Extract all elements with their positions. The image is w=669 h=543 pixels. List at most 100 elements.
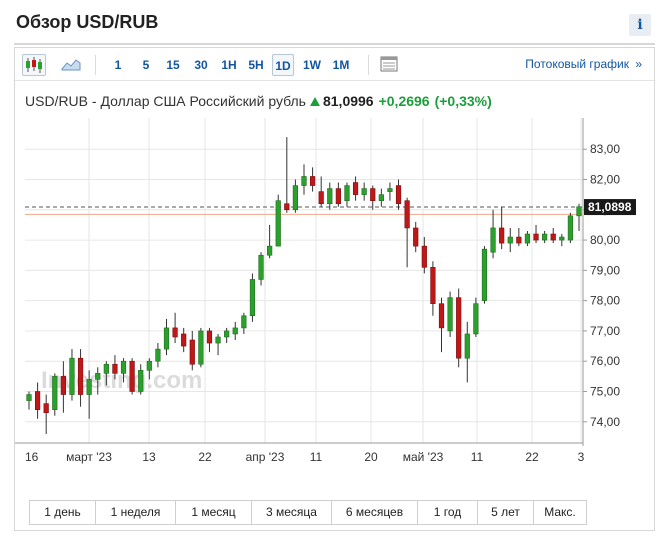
timeframe-30[interactable]: 30 [194,58,208,72]
page-title: Обзор USD/RUB [16,12,159,32]
info-button[interactable]: i [629,14,651,36]
candle [567,215,574,241]
candle [481,248,488,301]
timeframe-15[interactable]: 15 [166,58,180,72]
y-tick-label: 80,00 [590,233,620,247]
candle [464,333,470,359]
range-button[interactable]: 1 неделя [96,501,176,524]
candle [241,315,247,329]
candle [258,254,264,280]
y-tick-label: 79,00 [590,263,620,277]
candlestick-chart[interactable]: Investing.com83,0082,0081,0080,0079,0078… [15,48,654,498]
candle [395,185,402,205]
candle [533,233,539,241]
candle [301,176,307,186]
x-tick-label: 22 [525,450,539,464]
candle [542,233,548,241]
candle [52,376,58,410]
timeframe-1m[interactable]: 1M [332,58,350,72]
y-tick-label: 75,00 [590,385,620,399]
candle [172,327,178,338]
candle [516,236,522,244]
candle [361,188,367,195]
double-chevron-right-icon: » [635,57,642,71]
table-view-icon[interactable] [378,54,402,76]
x-tick-label: 11 [471,450,484,464]
range-button[interactable]: 3 месяца [252,501,332,524]
x-tick-label: май '23 [403,450,444,464]
instrument-name: USD/RUB - Доллар США Российский рубль [25,93,306,109]
candle [499,227,505,244]
x-tick-label: 22 [198,450,212,464]
candle [120,360,127,374]
range-button[interactable]: Макс. [544,505,576,519]
candle [438,303,445,329]
candle [224,330,230,338]
timeframe-1[interactable]: 1 [114,58,122,72]
range-button[interactable]: 1 месяц [176,501,252,524]
streaming-chart-link[interactable]: Потоковый график » [525,57,642,71]
candle [163,327,170,350]
candle [507,236,513,244]
candle [292,185,299,211]
candle [60,376,66,395]
candle [413,227,419,247]
candle [206,330,213,344]
candle [421,245,427,268]
candle [284,203,290,211]
candle [232,327,238,335]
last-price: 81,0996 [322,93,374,109]
candle [181,333,187,347]
candle [215,336,221,344]
candle [249,279,256,317]
time-range-selector: 1 день 1 неделя 1 месяц 3 месяца 6 месяцев 1 … [29,500,587,525]
x-tick-label: 20 [364,450,378,464]
candle [387,188,393,192]
streaming-chart-label: Потоковый график [525,57,629,71]
header-divider [14,43,655,45]
candle [524,233,531,244]
candle [26,394,32,401]
x-tick-label: март '23 [66,450,112,464]
area-chart-icon[interactable] [60,54,84,76]
candle [86,379,92,395]
x-tick-label: апр '23 [246,450,285,464]
candle [550,233,556,241]
candle [352,182,359,195]
candle [138,370,144,392]
candle [112,363,118,374]
candle [309,176,316,186]
candle [447,297,453,332]
range-button[interactable]: 6 месяцев [332,501,418,524]
range-button[interactable]: 1 год [418,501,478,524]
timeframe-1d[interactable]: 1D [272,54,294,76]
candle [318,191,324,205]
candle [335,188,341,205]
candle [456,297,462,359]
candle [430,267,436,304]
range-button[interactable]: 5 лет [478,501,534,524]
timeframe-5h[interactable]: 5H [248,58,264,72]
last-price-label: 81,0898 [588,200,632,214]
candle [370,188,376,201]
price-change-percent: (+0,33%) [434,93,492,109]
candlestick-chart-icon[interactable] [22,54,46,76]
candle [34,391,41,410]
candle [69,357,75,395]
timeframe-1w[interactable]: 1W [303,58,321,72]
candle [129,360,135,392]
candle [43,403,49,414]
candle [344,185,350,201]
candle [378,194,384,201]
range-button[interactable]: 1 день [30,501,96,524]
candle [275,200,281,247]
quote-line: USD/RUB - Доллар США Российский рубль 81,… [25,93,492,109]
timeframe-1h[interactable]: 1H [221,58,237,72]
toolbar-separator [368,55,369,75]
x-tick-label: 13 [142,450,156,464]
candle [404,200,410,229]
timeframe-5[interactable]: 5 [142,58,150,72]
candle [267,245,273,256]
header: Обзор USD/RUB i [0,0,669,45]
candle [198,330,204,365]
